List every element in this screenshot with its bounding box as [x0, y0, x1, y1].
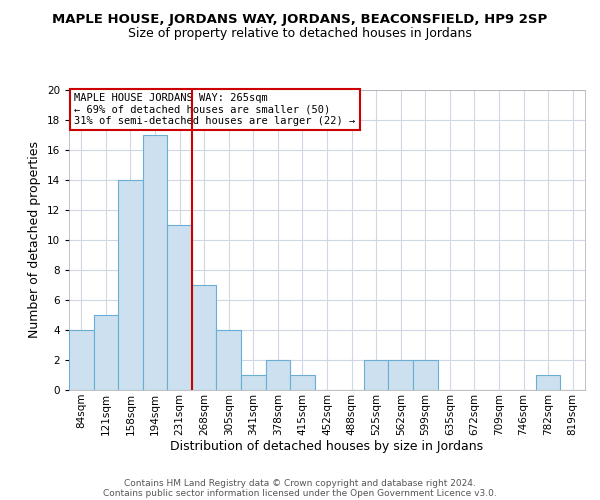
Bar [167, 225, 192, 390]
Bar [118, 180, 143, 390]
Text: MAPLE HOUSE, JORDANS WAY, JORDANS, BEACONSFIELD, HP9 2SP: MAPLE HOUSE, JORDANS WAY, JORDANS, BEACO… [52, 12, 548, 26]
Text: Contains public sector information licensed under the Open Government Licence v3: Contains public sector information licen… [103, 488, 497, 498]
Bar [266, 360, 290, 390]
Bar [364, 360, 388, 390]
Bar [413, 360, 437, 390]
Text: Size of property relative to detached houses in Jordans: Size of property relative to detached ho… [128, 28, 472, 40]
Bar [94, 315, 118, 390]
Y-axis label: Number of detached properties: Number of detached properties [28, 142, 41, 338]
Bar [143, 135, 167, 390]
Text: Contains HM Land Registry data © Crown copyright and database right 2024.: Contains HM Land Registry data © Crown c… [124, 478, 476, 488]
Bar [241, 375, 266, 390]
Bar [192, 285, 217, 390]
Text: MAPLE HOUSE JORDANS WAY: 265sqm
← 69% of detached houses are smaller (50)
31% of: MAPLE HOUSE JORDANS WAY: 265sqm ← 69% of… [74, 93, 355, 126]
Bar [217, 330, 241, 390]
Bar [69, 330, 94, 390]
X-axis label: Distribution of detached houses by size in Jordans: Distribution of detached houses by size … [170, 440, 484, 454]
Bar [536, 375, 560, 390]
Bar [388, 360, 413, 390]
Bar [290, 375, 315, 390]
